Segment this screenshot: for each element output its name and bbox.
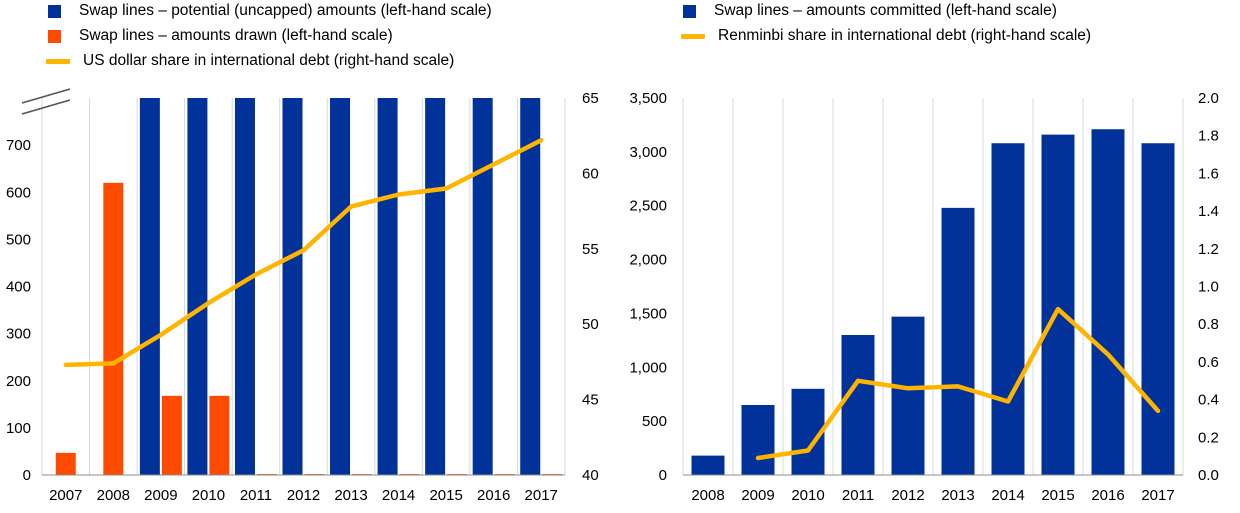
bar-drawn-2010 — [209, 395, 230, 475]
left-axis-tick-label: 500 — [6, 231, 31, 248]
bar-potential-2017 — [520, 98, 541, 475]
bar-committed-2011 — [841, 334, 875, 475]
x-tick-label-2007: 2007 — [49, 487, 82, 504]
x-tick-label-2013: 2013 — [941, 487, 974, 504]
left-axis-tick-label: 0 — [23, 467, 31, 484]
legend-label-drawn: Swap lines – amounts drawn (left-hand sc… — [79, 27, 393, 44]
x-tick-label-2016: 2016 — [1091, 487, 1124, 504]
legend-swatch-usd-share — [46, 58, 70, 64]
right-axis-tick-label: 0.2 — [1198, 429, 1219, 446]
right-axis-tick-label: 0.4 — [1198, 392, 1219, 409]
x-tick-label-2012: 2012 — [891, 487, 924, 504]
left-axis-tick-label: 2,000 — [629, 252, 667, 269]
bar-drawn-2008 — [103, 182, 124, 475]
bar-drawn-2009 — [161, 395, 182, 475]
x-tick-label-2011: 2011 — [240, 487, 272, 504]
x-tick-label-2010: 2010 — [192, 487, 225, 504]
right-axis-tick-label: 0.6 — [1198, 354, 1219, 371]
legend-item-usd-share: US dollar share in international debt (r… — [46, 52, 454, 70]
axis-break-mark — [21, 88, 71, 104]
legend-item-committed: Swap lines – amounts committed (left-han… — [683, 2, 1057, 20]
bar-committed-2016 — [1091, 129, 1125, 476]
left-axis-tick-label: 500 — [642, 413, 667, 430]
left-axis-tick-label: 2,500 — [629, 198, 667, 215]
bar-committed-2013 — [941, 207, 975, 475]
left-axis-tick-label: 700 — [6, 137, 31, 154]
right-axis-tick-label: 0.8 — [1198, 316, 1219, 333]
x-tick-label-2016: 2016 — [477, 487, 510, 504]
legend-item-rmb-share: Renminbi share in international debt (ri… — [681, 27, 1091, 45]
x-tick-label-2014: 2014 — [991, 487, 1024, 504]
left-axis-tick-label: 300 — [6, 326, 31, 343]
x-tick-label-2011: 2011 — [842, 487, 874, 504]
right-axis-tick-label: 1.0 — [1198, 279, 1219, 296]
right-axis-tick-label: 65 — [582, 90, 599, 107]
legend-swatch-committed — [683, 4, 696, 18]
bar-committed-2015 — [1041, 134, 1075, 475]
x-tick-label-2012: 2012 — [287, 487, 320, 504]
bar-committed-2008 — [691, 455, 725, 475]
x-tick-label-2009: 2009 — [144, 487, 177, 504]
legend-swatch-rmb-share — [681, 33, 705, 39]
bar-committed-2017 — [1141, 143, 1175, 476]
x-tick-label-2015: 2015 — [1041, 487, 1074, 504]
x-tick-label-2008: 2008 — [691, 487, 724, 504]
right-axis-tick-label: 0.0 — [1198, 467, 1219, 484]
left-axis-tick-label: 3,000 — [629, 144, 667, 161]
left-axis-tick-label: 3,500 — [629, 90, 667, 107]
line-usd-share — [63, 137, 544, 368]
x-tick-label-2017: 2017 — [525, 487, 558, 504]
left-axis-tick-label: 100 — [6, 420, 31, 437]
left-axis-tick-label: 1,000 — [629, 359, 667, 376]
x-tick-label-2014: 2014 — [382, 487, 415, 504]
legend-swatch-drawn — [48, 29, 61, 43]
x-tick-label-2013: 2013 — [334, 487, 367, 504]
right-axis-tick-label: 1.8 — [1198, 128, 1219, 145]
legend-item-drawn: Swap lines – amounts drawn (left-hand sc… — [48, 27, 393, 45]
bar-drawn-2007 — [55, 452, 76, 475]
right-axis-tick-label: 50 — [582, 316, 599, 333]
legend-label-potential: Swap lines – potential (uncapped) amount… — [79, 2, 492, 19]
left-axis-tick-label: 400 — [6, 279, 31, 296]
legend-swatch-potential — [48, 4, 61, 18]
x-tick-label-2009: 2009 — [741, 487, 774, 504]
bar-potential-2016 — [472, 98, 493, 475]
right-axis-tick-label: 1.4 — [1198, 203, 1219, 220]
bar-committed-2012 — [891, 316, 925, 475]
legend-item-potential: Swap lines – potential (uncapped) amount… — [48, 2, 492, 20]
legend-label-usd-share: US dollar share in international debt (r… — [83, 52, 455, 69]
bar-potential-2010 — [187, 98, 208, 475]
right-axis-tick-label: 2.0 — [1198, 90, 1219, 107]
axis-break-mark — [21, 99, 71, 115]
left-axis-tick-label: 200 — [6, 373, 31, 390]
legend-label-committed: Swap lines – amounts committed (left-han… — [714, 2, 1057, 19]
x-tick-label-2015: 2015 — [429, 487, 462, 504]
bar-potential-2013 — [330, 98, 351, 475]
left-axis-tick-label: 0 — [659, 467, 667, 484]
bar-committed-2014 — [991, 143, 1025, 476]
bar-potential-2011 — [234, 98, 255, 475]
line-rmb-share — [755, 306, 1161, 461]
right-axis-tick-label: 40 — [582, 467, 599, 484]
x-tick-label-2017: 2017 — [1141, 487, 1174, 504]
left-axis-tick-label: 1,500 — [629, 305, 667, 322]
bar-potential-2012 — [282, 98, 303, 475]
bar-committed-2009 — [741, 404, 775, 475]
right-axis-tick-label: 45 — [582, 392, 599, 409]
left-axis-tick-label: 600 — [6, 184, 31, 201]
x-tick-label-2008: 2008 — [97, 487, 130, 504]
right-axis-tick-label: 55 — [582, 241, 599, 258]
legend-label-rmb-share: Renminbi share in international debt (ri… — [718, 27, 1092, 44]
x-tick-label-2010: 2010 — [791, 487, 824, 504]
bar-potential-2009 — [139, 98, 160, 475]
right-axis-tick-label: 60 — [582, 165, 599, 182]
right-axis-tick-label: 1.2 — [1198, 241, 1219, 258]
right-axis-tick-label: 1.6 — [1198, 165, 1219, 182]
bar-potential-2014 — [377, 98, 398, 475]
